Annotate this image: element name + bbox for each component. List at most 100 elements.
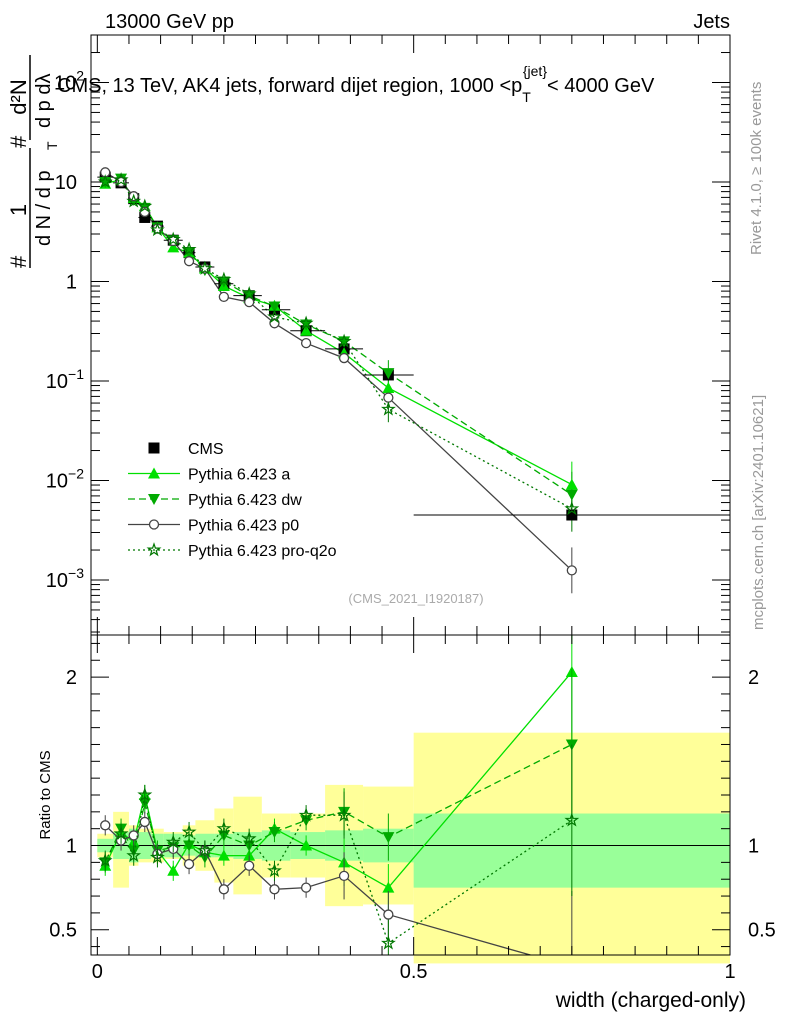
- ratio-point-pythia_proq2o: [137, 787, 153, 802]
- legend-label-data: CMS: [188, 441, 224, 458]
- ytick-label-exp: 2: [76, 67, 84, 83]
- ratio-point-pythia_dw: [268, 827, 281, 839]
- legend-marker-pythia_p0: [148, 519, 160, 530]
- series-line-pythia_p0: [104, 171, 573, 571]
- ytick-label-ratio-right: 2: [748, 667, 759, 689]
- point-pythia_p0: [183, 256, 195, 267]
- series-line-pythia_a: [105, 178, 573, 486]
- point-pythia_proq2o: [380, 401, 396, 416]
- point-pythia_p0: [383, 392, 394, 403]
- ratio-point-pythia_proq2o: [267, 862, 282, 878]
- point-pythia_proq2o: [113, 172, 129, 187]
- ratio-point-pythia_proq2o: [97, 852, 113, 867]
- point-pythia_proq2o: [137, 198, 153, 213]
- ylabel-frac2-num: d²N: [6, 79, 31, 114]
- ratio-point-pythia_a: [167, 864, 180, 876]
- legend-label-pythia_a: Pythia 6.423 a: [188, 467, 290, 484]
- ratio-point-pythia_proq2o: [113, 825, 129, 841]
- ratio-point-pythia_dw: [183, 840, 196, 852]
- ytick-label-main: 10−1: [46, 366, 84, 393]
- ratio-point-pythia_a: [217, 849, 230, 861]
- data-point: [139, 211, 151, 223]
- point-pythia_a: [382, 382, 395, 394]
- ratio-point-pythia_proq2o: [564, 812, 580, 827]
- ytick-label-exp: −3: [68, 565, 84, 581]
- point-pythia_a: [167, 241, 180, 253]
- point-pythia_p0: [218, 291, 230, 303]
- title-part-end: < 4000 GeV: [547, 75, 655, 97]
- ytick-label-main: 10: [55, 172, 77, 194]
- ylabel-frac2-den: d p dλ: [33, 74, 55, 128]
- legend-marker-data: [148, 442, 160, 454]
- ytick-label-base: 10: [46, 470, 68, 492]
- ytick-label-ratio-right: 1: [748, 836, 759, 858]
- xtick-labels: 0 0.5 1: [92, 961, 736, 983]
- ylabel-T1: T: [44, 141, 60, 150]
- ratio-point-pythia_dw: [382, 832, 395, 844]
- point-pythia_proq2o: [97, 174, 113, 189]
- xtick-label: 1: [724, 961, 735, 983]
- xlabel: width (charged-only): [555, 989, 746, 1012]
- title-part-main: CMS, 13 TeV, AK4 jets, forward dijet reg…: [57, 75, 522, 97]
- ratio-point-pythia_proq2o: [149, 849, 165, 864]
- ytick-label-main: 10−2: [46, 465, 84, 492]
- rivet-label: Rivet 4.1.0, ≥ 100k events: [748, 82, 765, 255]
- point-pythia_p0: [566, 565, 577, 576]
- point-pythia_proq2o: [267, 309, 282, 324]
- ratio-point-pythia_proq2o: [336, 807, 352, 822]
- ylabel-hash1: #: [6, 255, 31, 268]
- main-frame: [90, 34, 731, 636]
- point-pythia_proq2o: [241, 286, 257, 301]
- point-pythia_dw: [565, 489, 578, 501]
- series-line-pythia_proq2o: [105, 179, 573, 510]
- ytick-label-base: 10: [54, 72, 76, 94]
- point-pythia_proq2o: [298, 315, 314, 330]
- ratio-point-pythia_p0: [183, 858, 195, 870]
- ytick-label-exp: −2: [68, 465, 84, 481]
- point-pythia_p0: [300, 338, 312, 349]
- main-series: [97, 167, 730, 594]
- ytick-label-base: 10: [46, 371, 68, 393]
- ratio-point-pythia_proq2o: [165, 834, 181, 849]
- ytick-label-main: 10−3: [46, 565, 84, 592]
- ratio-point-pythia_p0: [139, 816, 150, 828]
- ratio-point-pythia_p0: [338, 870, 350, 881]
- mcplots-label: mcplots.cern.ch [arXiv:2401.10621]: [750, 395, 767, 630]
- ratio-point-pythia_p0: [244, 860, 255, 871]
- data-point: [566, 509, 578, 521]
- ratio-ytick-labels: 0.5 0.5 1 1 2 2: [49, 667, 776, 942]
- ratio-ticks: [91, 635, 731, 955]
- point-pythia_proq2o: [564, 500, 580, 516]
- legend-label-pythia_dw: Pythia 6.423 dw: [188, 492, 302, 509]
- point-pythia_p0: [338, 352, 350, 364]
- ratio-point-pythia_p0: [100, 820, 111, 831]
- ratio-point-pythia_p0: [128, 830, 139, 841]
- ratio-point-pythia_p0: [218, 884, 230, 895]
- ratio-point-pythia_proq2o: [241, 830, 257, 846]
- point-pythia_proq2o: [165, 231, 181, 246]
- ratio-point-pythia_p0: [300, 882, 312, 893]
- ytick-label-base: 1: [66, 271, 77, 293]
- legend-marker-pythia_proq2o: [146, 542, 162, 557]
- ylabel-hash2: #: [6, 135, 31, 148]
- header-left: 13000 GeV pp: [105, 11, 234, 33]
- ratio-point-pythia_a: [382, 881, 395, 893]
- ytick-label-exp: −1: [68, 366, 84, 382]
- header-right: Jets: [693, 11, 730, 33]
- ratio-panel: 0.5 0.51 12 2 0 0.5 1 Ratio to CMS width (cha…: [37, 634, 776, 1012]
- ytick-label-ratio: 0.5: [49, 920, 77, 942]
- point-pythia_proq2o: [336, 333, 352, 348]
- ratio-point-pythia_proq2o: [298, 807, 314, 822]
- ratio-point-pythia_p0: [269, 884, 280, 895]
- ytick-label-main: 1: [66, 271, 77, 293]
- ratio-point-pythia_proq2o: [380, 935, 396, 950]
- point-pythia_proq2o: [197, 260, 213, 275]
- ytick-label-base: 10: [55, 172, 77, 194]
- ytick-label-ratio: 1: [66, 836, 77, 858]
- point-pythia_proq2o: [126, 193, 142, 208]
- legend: CMS Pythia 6.423 a Pythia 6.423 dw Pythia 6…: [128, 441, 337, 560]
- point-pythia_dw: [300, 319, 313, 331]
- xtick-label: 0: [92, 961, 103, 983]
